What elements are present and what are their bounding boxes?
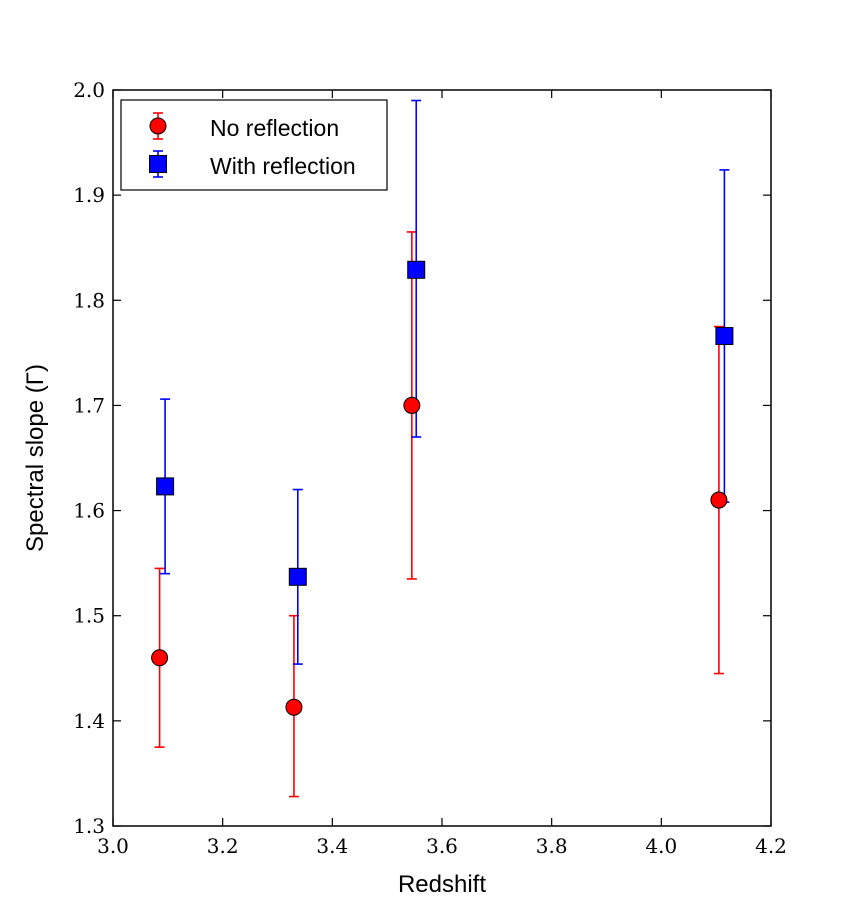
point-with-reflection (156, 477, 175, 496)
y-tick-label: 1.4 (73, 709, 105, 733)
y-tick-label: 1.5 (73, 604, 105, 628)
x-tick-label: 3.2 (207, 834, 239, 858)
y-tick-label: 1.6 (73, 499, 105, 523)
legend-marker-with-reflection (149, 155, 167, 173)
y-tick-label: 2.0 (73, 78, 105, 102)
x-tick-label: 3.6 (426, 834, 458, 858)
y-tick-label: 1.8 (73, 288, 105, 312)
plot-frame (112, 89, 772, 827)
legend-label-with-reflection: With reflection (210, 153, 356, 179)
x-tick-label: 3.4 (316, 834, 348, 858)
x-tick-label: 3.8 (536, 834, 568, 858)
legend-markers (149, 112, 167, 178)
point-with-reflection (407, 260, 426, 279)
axis-ticks: 3.0 3.2 3.4 3.6 3.8 4.0 4.2 1.3 1.4 1.5 1.6 1.7 1.8 1… (73, 78, 787, 858)
y-tick-label: 1.7 (73, 393, 105, 417)
point-no-reflection (285, 698, 303, 716)
x-axis-label: Redshift (398, 871, 486, 898)
x-tick-label: 4.2 (755, 834, 787, 858)
legend-label-no-reflection: No reflection (210, 115, 339, 141)
point-with-reflection (288, 567, 307, 586)
point-no-reflection (403, 396, 421, 414)
legend-marker-no-reflection (149, 117, 167, 135)
legend-box (120, 99, 388, 191)
x-tick-label: 4.0 (645, 834, 677, 858)
y-axis-label: Spectral slope (Γ) (22, 364, 49, 552)
legend: No reflection With reflection (120, 99, 388, 191)
point-with-reflection (715, 327, 734, 346)
point-no-reflection (151, 649, 169, 667)
y-tick-label: 1.9 (73, 183, 105, 207)
x-tick-label: 3.0 (97, 834, 129, 858)
y-tick-label: 1.3 (73, 814, 105, 838)
point-no-reflection (710, 491, 728, 509)
plot-data (151, 99, 734, 798)
